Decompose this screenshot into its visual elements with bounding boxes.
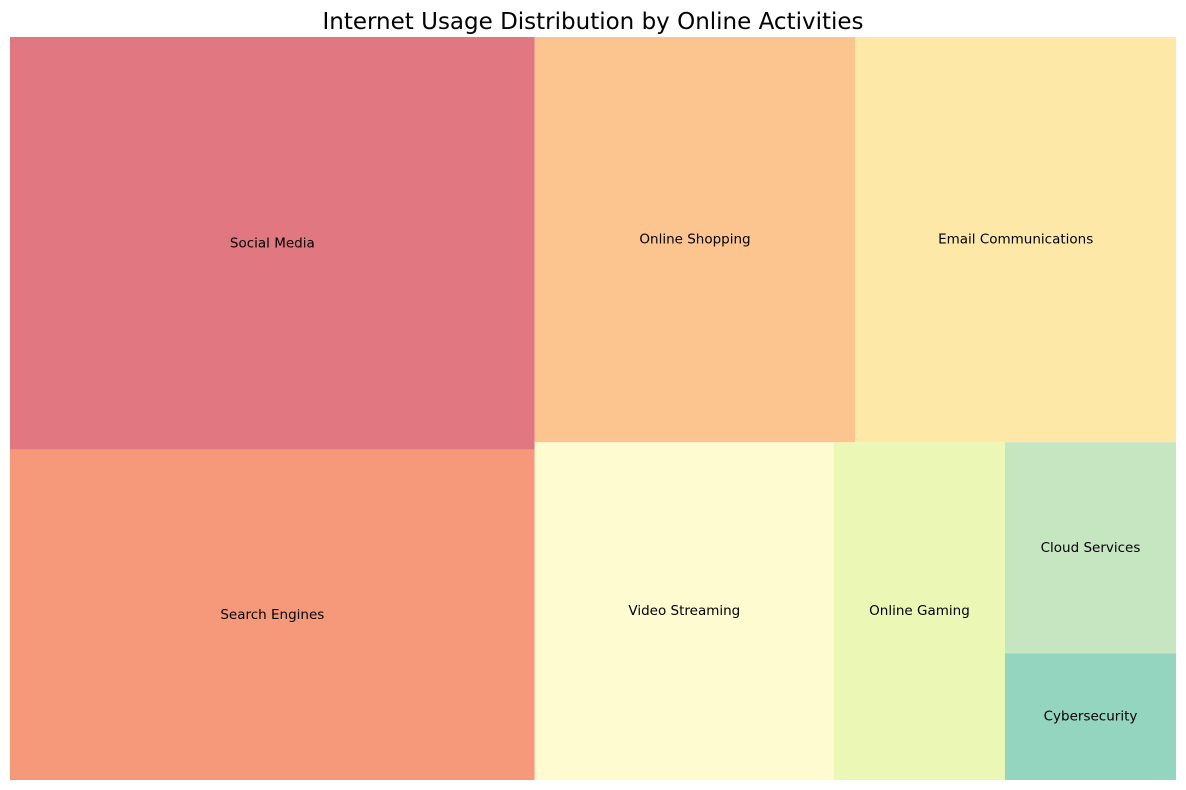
- treemap-label-cloud-services: Cloud Services: [1041, 540, 1141, 556]
- treemap-cell-online-gaming: [833, 442, 1005, 780]
- treemap-cell-video-streaming: [534, 442, 834, 780]
- treemap-cells: Social Media Search Engines Online Shoppin…: [10, 37, 1176, 780]
- treemap-label-online-gaming: Online Gaming: [869, 603, 970, 619]
- treemap-label-search-engines: Search Engines: [220, 607, 324, 623]
- treemap-label-cybersecurity: Cybersecurity: [1044, 709, 1138, 725]
- treemap-cell-cybersecurity: [1004, 653, 1176, 780]
- chart-title: Internet Usage Distribution by Online Ac…: [322, 9, 863, 35]
- treemap-label-email-communications: Email Communications: [938, 232, 1093, 248]
- treemap-cell-social-media: [10, 37, 535, 450]
- treemap-label-social-media: Social Media: [230, 235, 315, 251]
- treemap-label-video-streaming: Video Streaming: [628, 603, 740, 619]
- treemap-cell-search-engines: [10, 449, 535, 780]
- treemap-cell-cloud-services: [1004, 442, 1176, 654]
- treemap-cell-email-communications: [855, 37, 1176, 443]
- treemap-label-online-shopping: Online Shopping: [639, 232, 750, 248]
- treemap-cell-online-shopping: [534, 37, 856, 443]
